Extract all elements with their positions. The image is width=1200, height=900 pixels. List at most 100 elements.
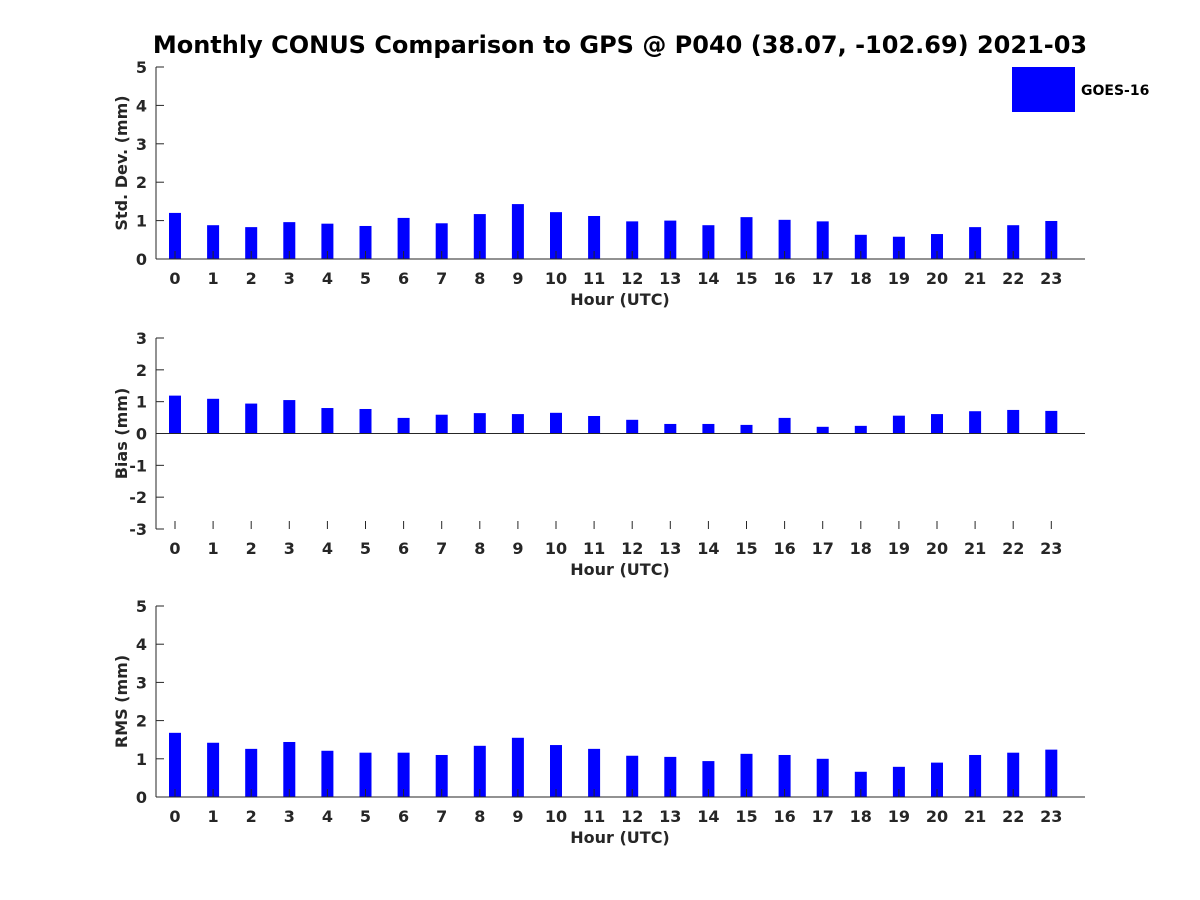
bar-20 xyxy=(931,414,943,434)
bar-11 xyxy=(588,748,601,797)
bar-6 xyxy=(397,417,410,434)
x-tick-label: 11 xyxy=(583,269,605,288)
bar-9 xyxy=(511,737,524,797)
x-tick-label: 20 xyxy=(926,807,948,826)
x-tick-label: 9 xyxy=(512,269,523,288)
y-axis-label: RMS (mm) xyxy=(112,655,131,748)
bar-17 xyxy=(816,426,829,434)
x-tick-label: 18 xyxy=(850,807,872,826)
x-tick-label: 5 xyxy=(360,269,371,288)
bar-4 xyxy=(321,408,334,434)
x-tick-label: 15 xyxy=(735,807,757,826)
bar-16 xyxy=(778,754,791,797)
bar-12 xyxy=(626,755,639,797)
x-tick-label: 7 xyxy=(436,269,447,288)
bar-13 xyxy=(664,423,677,434)
x-tick-label: 6 xyxy=(398,539,409,558)
y-tick-label: 0 xyxy=(136,425,147,444)
bar-14 xyxy=(702,423,715,434)
x-tick-label: 3 xyxy=(284,539,295,558)
x-tick-label: 17 xyxy=(812,539,834,558)
bar-17 xyxy=(816,758,829,797)
x-tick-label: 12 xyxy=(621,539,643,558)
x-tick-label: 13 xyxy=(659,539,681,558)
y-tick-label: 3 xyxy=(136,329,147,348)
bar-1 xyxy=(207,225,220,259)
x-tick-label: 2 xyxy=(246,269,257,288)
x-tick-label: 16 xyxy=(773,807,795,826)
y-axis-label: Bias (mm) xyxy=(112,388,131,480)
x-tick-label: 14 xyxy=(697,539,719,558)
y-tick-label: 4 xyxy=(136,635,147,654)
bar-10 xyxy=(550,212,562,259)
y-tick-label: -1 xyxy=(129,456,147,475)
bar-0 xyxy=(169,395,181,434)
bar-10 xyxy=(550,412,562,434)
bar-21 xyxy=(969,227,982,259)
bar-3 xyxy=(283,741,296,797)
bar-11 xyxy=(588,415,601,434)
x-tick-label: 4 xyxy=(322,539,333,558)
x-tick-label: 18 xyxy=(850,269,872,288)
bar-1 xyxy=(207,742,220,797)
x-tick-label: 2 xyxy=(246,539,257,558)
bar-3 xyxy=(283,400,296,434)
bar-14 xyxy=(702,225,715,259)
x-axis-label: Hour (UTC) xyxy=(570,828,670,847)
bar-12 xyxy=(626,419,639,434)
y-tick-label: 0 xyxy=(136,250,147,269)
bar-9 xyxy=(511,204,524,259)
y-tick-label: 2 xyxy=(136,361,147,380)
x-tick-label: 22 xyxy=(1002,539,1024,558)
bar-4 xyxy=(321,750,334,797)
x-tick-label: 2 xyxy=(246,807,257,826)
x-tick-label: 6 xyxy=(398,807,409,826)
y-tick-label: 2 xyxy=(136,712,147,731)
x-tick-label: 13 xyxy=(659,269,681,288)
bar-3 xyxy=(283,222,296,259)
x-tick-label: 10 xyxy=(545,269,567,288)
x-tick-label: 19 xyxy=(888,269,910,288)
x-tick-label: 23 xyxy=(1040,807,1062,826)
bar-7 xyxy=(435,223,448,259)
legend: GOES-16 xyxy=(1012,67,1149,112)
bar-20 xyxy=(931,234,943,259)
bar-18 xyxy=(854,425,867,434)
x-tick-label: 14 xyxy=(697,269,719,288)
bar-21 xyxy=(969,754,982,797)
x-tick-label: 10 xyxy=(545,807,567,826)
bar-8 xyxy=(473,413,486,434)
x-tick-label: 1 xyxy=(208,807,219,826)
bar-0 xyxy=(169,732,181,797)
x-tick-label: 12 xyxy=(621,269,643,288)
y-tick-label: 5 xyxy=(136,58,147,77)
bar-8 xyxy=(473,745,486,797)
bar-15 xyxy=(740,217,753,259)
x-tick-label: 0 xyxy=(169,807,180,826)
x-tick-label: 5 xyxy=(360,539,371,558)
x-tick-label: 18 xyxy=(850,539,872,558)
bar-22 xyxy=(1007,409,1020,434)
x-tick-label: 8 xyxy=(474,807,485,826)
chart-title: Monthly CONUS Comparison to GPS @ P040 (… xyxy=(152,31,1088,59)
x-tick-label: 19 xyxy=(888,539,910,558)
y-tick-label: 4 xyxy=(136,96,147,115)
bar-6 xyxy=(397,752,410,797)
y-axis-label: Std. Dev. (mm) xyxy=(112,95,131,230)
y-tick-label: 2 xyxy=(136,173,147,192)
x-tick-label: 22 xyxy=(1002,269,1024,288)
x-tick-label: 4 xyxy=(322,269,333,288)
x-tick-label: 8 xyxy=(474,269,485,288)
x-tick-label: 6 xyxy=(398,269,409,288)
y-tick-label: 5 xyxy=(136,597,147,616)
bar-10 xyxy=(550,745,562,797)
legend-swatch xyxy=(1012,67,1075,112)
bar-13 xyxy=(664,756,677,797)
x-tick-label: 16 xyxy=(773,539,795,558)
x-axis-label: Hour (UTC) xyxy=(570,290,670,309)
bar-19 xyxy=(892,766,905,797)
